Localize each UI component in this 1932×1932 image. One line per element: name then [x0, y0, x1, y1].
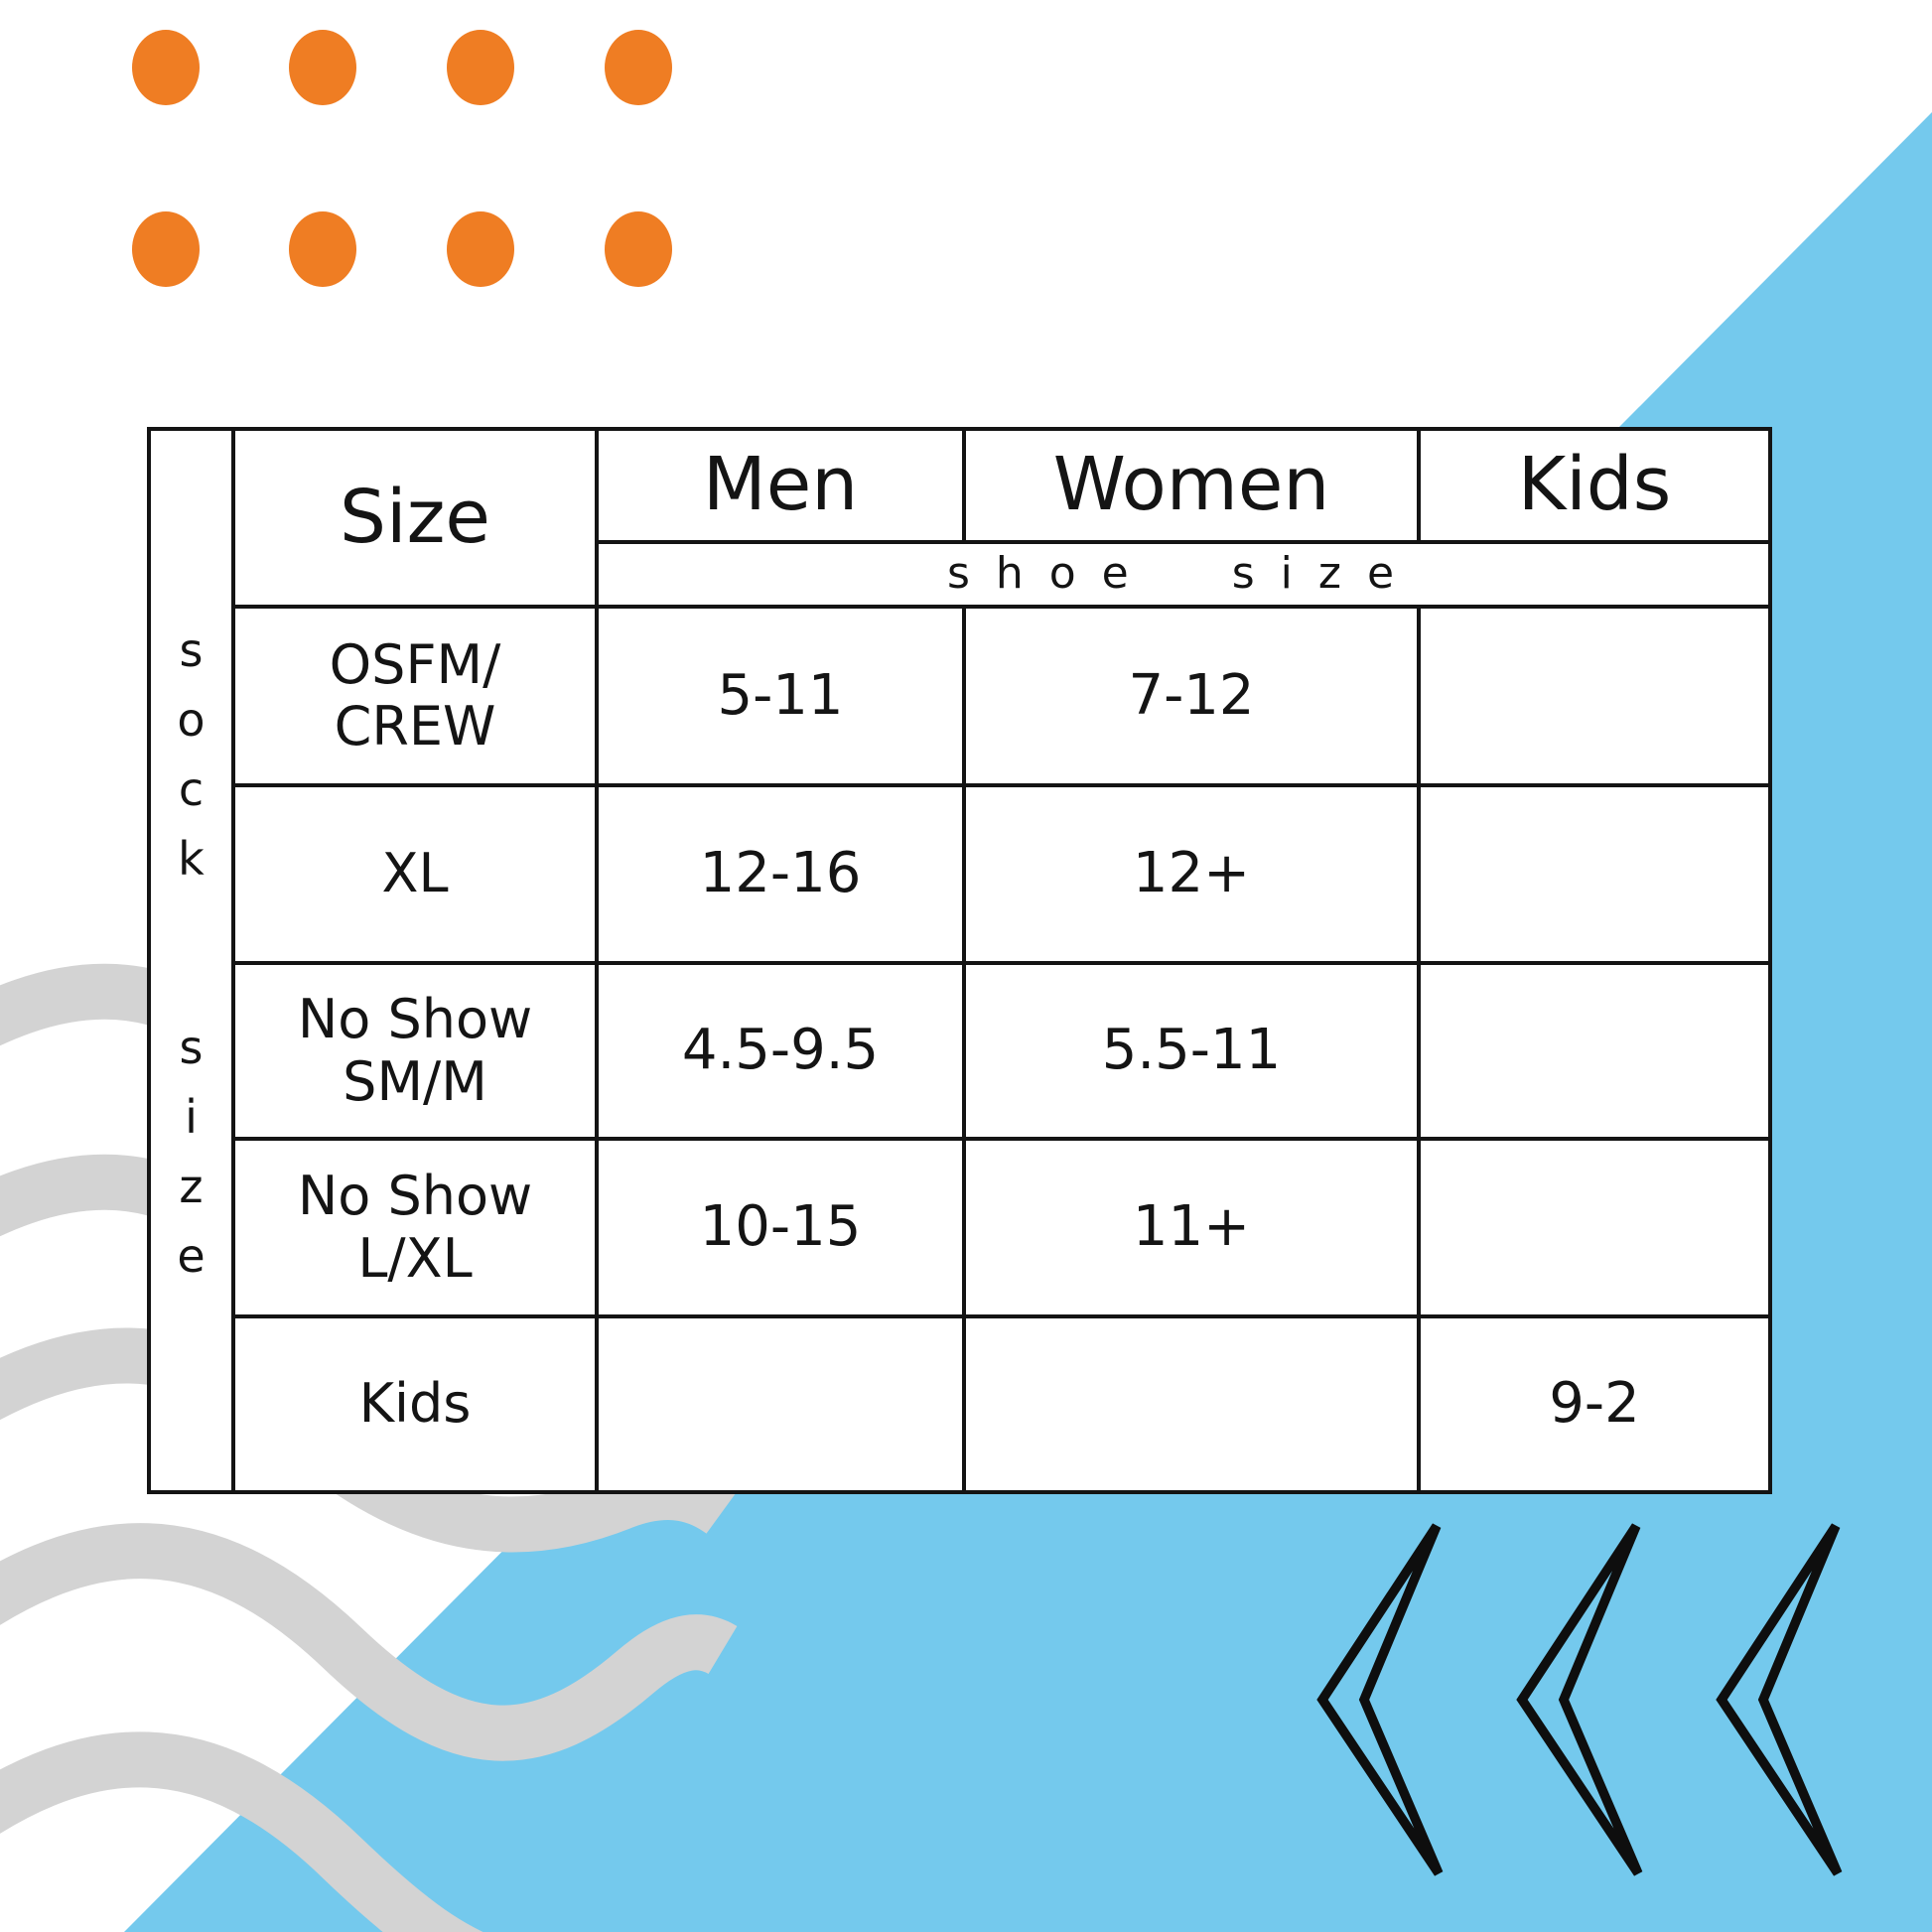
cell-line: No Show: [297, 988, 533, 1051]
table-cell-women-osfm-crew: 7-12: [966, 609, 1421, 787]
column-header-women: Women: [966, 431, 1421, 544]
cell-line: XL: [381, 842, 449, 905]
cell-line: L/XL: [357, 1226, 473, 1290]
dot: [447, 30, 514, 105]
table-cell-kids-osfm-crew: [1421, 609, 1768, 787]
cell-line: OSFM/: [329, 632, 501, 696]
cell-line: SM/M: [343, 1049, 487, 1113]
dot: [605, 211, 672, 287]
table-cell-men-noshow-lxl: 10-15: [599, 1141, 966, 1318]
dot-grid: [132, 30, 672, 287]
dot: [447, 211, 514, 287]
table-cell-size-noshow-smm: No Show SM/M: [235, 965, 599, 1141]
triple-chevron-left-icon: [1316, 1523, 1843, 1876]
wave-line: [0, 1523, 738, 1761]
row-group-label-sock-size: sock size: [151, 431, 235, 1490]
sock-label-word: sock: [164, 622, 218, 901]
cell-line: Kids: [358, 1372, 472, 1436]
table-cell-size-kids: Kids: [235, 1318, 599, 1490]
shoe-size-banner: shoe size: [599, 544, 1768, 609]
dot: [289, 30, 356, 105]
table-cell-women-xl: 12+: [966, 787, 1421, 965]
chevron-left-icon: [1516, 1523, 1643, 1876]
table-cell-women-kids: [966, 1318, 1421, 1490]
table-cell-women-noshow-lxl: 11+: [966, 1141, 1421, 1318]
cell-line: CREW: [334, 695, 496, 758]
column-header-men: Men: [599, 431, 966, 544]
dot: [132, 211, 200, 287]
table-cell-men-noshow-smm: 4.5-9.5: [599, 965, 966, 1141]
table-cell-size-osfm-crew: OSFM/ CREW: [235, 609, 599, 787]
table-cell-kids-noshow-smm: [1421, 965, 1768, 1141]
cell-line: No Show: [297, 1165, 533, 1228]
table-cell-kids-xl: [1421, 787, 1768, 965]
dot: [289, 211, 356, 287]
chevron-left-icon: [1316, 1523, 1444, 1876]
wave-line: [0, 1731, 483, 1932]
dot: [132, 30, 200, 105]
table-cell-men-kids: [599, 1318, 966, 1490]
dot: [605, 30, 672, 105]
table-cell-men-osfm-crew: 5-11: [599, 609, 966, 787]
column-header-size: Size: [235, 431, 599, 609]
size-label-word: size: [164, 1020, 218, 1299]
table-cell-kids-kids: 9-2: [1421, 1318, 1768, 1490]
column-header-kids: Kids: [1421, 431, 1768, 544]
table-cell-men-xl: 12-16: [599, 787, 966, 965]
table-cell-kids-noshow-lxl: [1421, 1141, 1768, 1318]
size-chart-table: sock size Size Men Women Kids shoe size …: [147, 427, 1772, 1494]
table-cell-size-noshow-lxl: No Show L/XL: [235, 1141, 599, 1318]
table-cell-size-xl: XL: [235, 787, 599, 965]
chevron-left-icon: [1716, 1523, 1843, 1876]
table-cell-women-noshow-smm: 5.5-11: [966, 965, 1421, 1141]
